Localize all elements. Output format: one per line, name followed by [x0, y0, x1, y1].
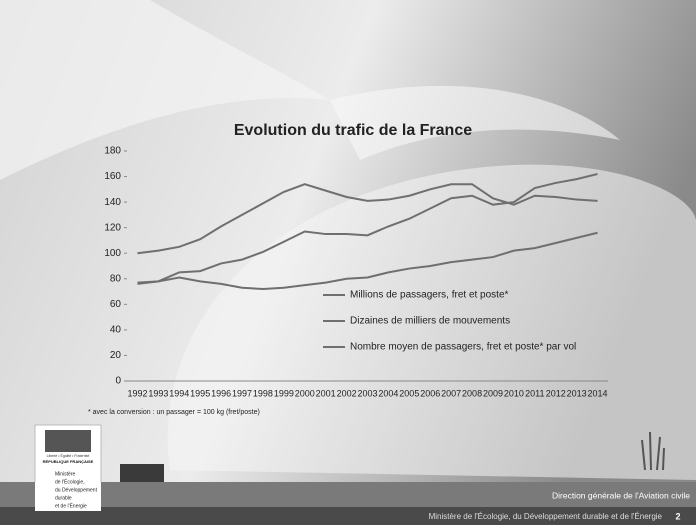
x-tick-label: 2001 [316, 388, 336, 398]
x-tick-label: 1998 [253, 388, 273, 398]
x-tick-label: 2012 [546, 388, 566, 398]
y-tick-label: 40 [110, 325, 122, 336]
legend-label: Nombre moyen de passagers, fret et poste… [350, 342, 576, 353]
x-tick-label: 1995 [190, 388, 210, 398]
x-tick-label: 2008 [462, 388, 482, 398]
y-tick-label: 100 [104, 248, 121, 259]
series-line [137, 231, 598, 291]
bird-shape [330, 85, 620, 160]
legend-label: Millions de passagers, fret et poste* [350, 290, 509, 301]
logo-emblem [45, 430, 91, 452]
chart-title: Evolution du trafic de la France [234, 122, 472, 139]
y-tick-label: 0 [115, 376, 121, 387]
x-tick-label: 2005 [399, 388, 419, 398]
page-number: 2 [675, 511, 680, 521]
x-tick-label: 1996 [211, 388, 231, 398]
y-tick-label: 60 [110, 299, 122, 310]
x-tick-label: 2013 [567, 388, 587, 398]
footer-ministry: Ministère de l'Écologie, du Développemen… [429, 512, 663, 521]
logo-ministry: du Développement [55, 487, 98, 493]
logo-ministry: et de l'Énergie [55, 502, 87, 509]
x-tick-label: 2011 [525, 388, 544, 398]
x-tick-label: 2014 [588, 388, 608, 398]
y-tick-label: 180 [104, 146, 121, 157]
footnote: * avec la conversion : un passager = 100… [88, 409, 260, 416]
x-tick-label: 2006 [420, 388, 440, 398]
logo-ministry: de l'Écologie, [55, 478, 85, 485]
logo-ministry: Ministère [55, 471, 76, 477]
x-tick-label: 1992 [127, 388, 147, 398]
x-tick-label: 2004 [378, 388, 398, 398]
y-tick-label: 120 [104, 222, 121, 233]
footer-band-bottom [0, 507, 696, 525]
x-tick-label: 2010 [504, 388, 524, 398]
y-tick-label: 160 [104, 171, 121, 182]
x-tick-label: 1997 [232, 388, 252, 398]
x-tick-label: 1999 [274, 388, 294, 398]
series-line [137, 183, 598, 255]
footer-band [0, 482, 696, 507]
x-tick-label: 1993 [148, 388, 168, 398]
x-tick-label: 2000 [295, 388, 315, 398]
logo-box [35, 482, 101, 511]
logo-name: RÉPUBLIQUE FRANÇAISE [43, 459, 94, 464]
x-tick-label: 2007 [441, 388, 461, 398]
y-tick-label: 20 [110, 350, 122, 361]
bird-shape [167, 164, 696, 480]
y-tick-label: 140 [104, 197, 121, 208]
x-tick-label: 2009 [483, 388, 503, 398]
logo-motto: Liberté • Égalité • Fraternité [47, 453, 90, 458]
footer-direction: Direction générale de l'Aviation civile [552, 490, 690, 500]
x-tick-label: 2003 [357, 388, 377, 398]
x-tick-label: 1994 [169, 388, 189, 398]
bird-shape [0, 0, 330, 180]
decor-icon [641, 431, 665, 471]
legend-label: Dizaines de milliers de mouvements [350, 316, 510, 327]
logo-ministry: durable [55, 495, 72, 501]
y-tick-label: 80 [110, 273, 122, 284]
series-line [137, 173, 598, 284]
x-tick-label: 2002 [337, 388, 357, 398]
